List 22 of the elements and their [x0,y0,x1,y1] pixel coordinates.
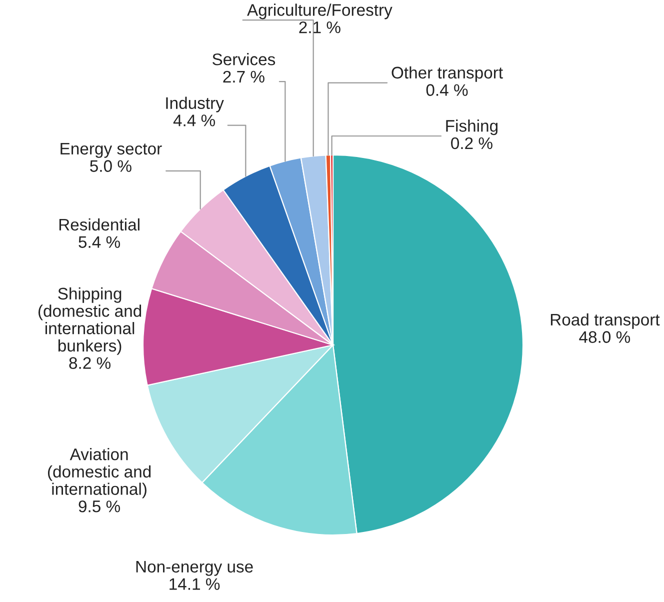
data-label: 14.1 % [170,578,220,590]
slice-label: Services [212,53,276,66]
slice-label: Shipping (domestic and international bunkers) [38,287,142,355]
data-label: 5.4 % [78,236,120,248]
data-label: 0.4 % [426,84,468,96]
data-label: 9.5 % [78,500,120,512]
data-label: 2.7 % [223,70,264,83]
slice-label: Residential [59,218,140,231]
slice-label: Non-energy use [136,560,253,576]
slice-label: Aviation (domestic and international) [48,448,151,498]
slice-label: Industry [166,96,224,112]
data-label: 48.0 % [579,331,630,343]
slice-label: Road transport [550,313,660,329]
slice-label: Other transport [392,66,503,82]
slice-label: Energy sector [60,142,162,158]
data-label: 5.0 % [90,160,132,172]
slice-label: Fishing [446,120,498,136]
data-label: 2.1 % [299,21,340,34]
data-label: 8.2 % [69,357,111,369]
slice-label: Agriculture/Forestry [247,4,392,20]
data-label: 4.4 % [173,114,216,126]
data-label: 0.2 % [451,137,492,150]
